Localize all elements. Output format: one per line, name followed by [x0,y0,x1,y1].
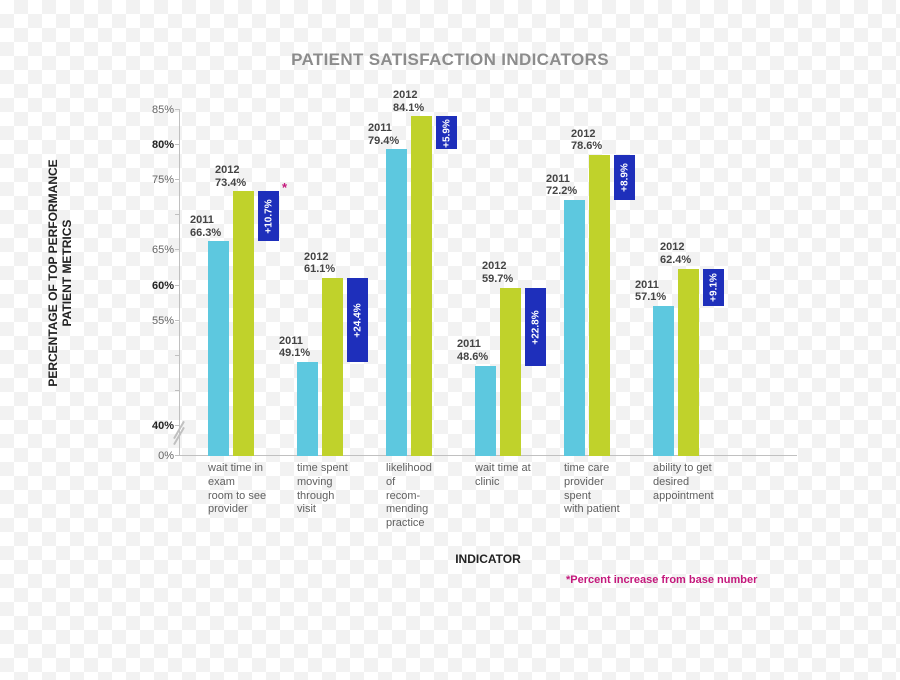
bar-y2012 [678,269,699,456]
category-label: time spent moving through visit [297,462,380,517]
bar-y2011 [386,149,407,456]
bar-y2012 [589,155,610,456]
bar-value-label: 201148.6% [457,338,488,363]
y-tick: 85% [134,104,174,116]
bar-y2011 [475,366,496,456]
bar-group: 201166.3%201273.4%+10.7%*wait time in ex… [208,110,279,456]
bar-value-label: 201262.4% [660,241,691,266]
bar-value-label: 201278.6% [571,128,602,153]
bar-value-label: 201273.4% [215,164,246,189]
bar-group: 201148.6%201259.7%+22.8%wait time at cli… [475,110,546,456]
category-label: likelihood of recom- mending practice [386,462,469,531]
bar-y2011 [653,306,674,456]
bar-y2011 [208,241,229,456]
delta-label: +9.1% [708,273,719,302]
bar-y2012 [322,278,343,456]
y-tick: 55% [134,315,174,327]
category-label: wait time in exam room to see provider [208,462,291,517]
delta-label: +5.9% [441,119,452,148]
y-tick: 40% [134,420,174,432]
bar-value-label: 201261.1% [304,251,335,276]
delta-label: +10.7% [263,200,274,234]
category-label: ability to get desired appointment [653,462,736,503]
bar-y2011 [297,362,318,456]
star-icon: * [282,180,287,195]
bar-group: 201149.1%201261.1%+24.4%time spent movin… [297,110,368,456]
y-tick: 65% [134,244,174,256]
bar-y2012 [233,191,254,456]
delta-label: +22.8% [530,310,541,344]
bar-value-label: 201172.2% [546,173,577,198]
bar-group: 201157.1%201262.4%+9.1%ability to get de… [653,110,724,456]
bar-value-label: 201149.1% [279,335,310,360]
bar-value-label: 201157.1% [635,279,666,304]
category-label: time care provider spent with patient [564,462,647,517]
delta-label: +8.9% [619,164,630,193]
x-axis-label: INDICATOR [180,552,796,566]
category-label: wait time at clinic [475,462,558,490]
y-tick: 75% [134,174,174,186]
plot-area: 0%40%55%60%65%75%80%85%201166.3%201273.4… [180,110,796,456]
bar-value-label: 201284.1% [393,89,424,114]
y-axis-label: PERCENTAGE OF TOP PERFORMANCE PATIENT ME… [46,159,74,386]
bar-y2012 [500,288,521,456]
bar-y2011 [564,200,585,456]
bar-group: 201172.2%201278.6%+8.9%time care provide… [564,110,635,456]
delta-label: +24.4% [352,303,363,337]
y-tick: 0% [134,450,174,462]
bar-group: 201179.4%201284.1%+5.9%likelihood of rec… [386,110,457,456]
chart-title: PATIENT SATISFACTION INDICATORS [0,50,900,70]
y-tick: 80% [134,139,174,151]
bar-value-label: 201166.3% [190,214,221,239]
bar-value-label: 201179.4% [368,122,399,147]
bar-y2012 [411,116,432,456]
bar-value-label: 201259.7% [482,260,513,285]
y-tick: 60% [134,280,174,292]
y-axis-line [179,110,180,456]
chart-footnote: *Percent increase from base number [566,574,757,586]
